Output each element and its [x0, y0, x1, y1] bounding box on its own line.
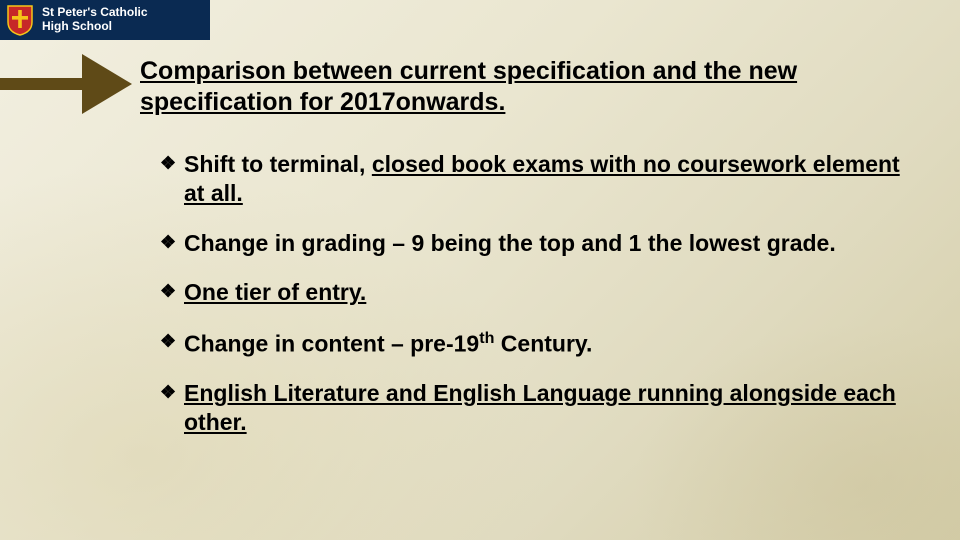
school-name: St Peter's Catholic High School: [42, 6, 148, 34]
list-item: ❖ Shift to terminal, closed book exams w…: [160, 150, 900, 209]
school-name-line1: St Peter's Catholic: [42, 6, 148, 20]
bullet-marker-icon: ❖: [160, 278, 184, 305]
bullet-text: One tier of entry.: [184, 278, 900, 307]
accent-bar: [0, 78, 82, 90]
list-item: ❖ English Literature and English Languag…: [160, 379, 900, 438]
bullet-text-plain: Shift to terminal,: [184, 151, 372, 177]
school-logo-strip: St Peter's Catholic High School: [0, 0, 210, 40]
list-item: ❖ Change in content – pre-19th Century.: [160, 328, 900, 359]
bullet-list: ❖ Shift to terminal, closed book exams w…: [160, 150, 900, 458]
bullet-text-superscript: th: [479, 329, 494, 347]
school-name-line2: High School: [42, 20, 148, 34]
accent-arrow-icon: [82, 54, 132, 114]
bullet-text-underlined: One tier of entry.: [184, 279, 366, 305]
list-item: ❖ One tier of entry.: [160, 278, 900, 307]
bullet-text-plain: Change in grading – 9 being the top and …: [184, 230, 836, 256]
bullet-text-underlined: English Literature and English Language …: [184, 380, 896, 435]
bullet-text: English Literature and English Language …: [184, 379, 900, 438]
bullet-marker-icon: ❖: [160, 379, 184, 406]
bullet-marker-icon: ❖: [160, 328, 184, 355]
bullet-text-plain-suffix: Century.: [494, 330, 592, 356]
school-crest-icon: [6, 4, 34, 36]
bullet-text: Change in content – pre-19th Century.: [184, 328, 900, 359]
list-item: ❖ Change in grading – 9 being the top an…: [160, 229, 900, 258]
bullet-text: Shift to terminal, closed book exams wit…: [184, 150, 900, 209]
bullet-text: Change in grading – 9 being the top and …: [184, 229, 900, 258]
bullet-marker-icon: ❖: [160, 229, 184, 256]
slide-title: Comparison between current specification…: [140, 56, 910, 119]
bullet-text-plain: Change in content – pre-19: [184, 330, 479, 356]
bullet-marker-icon: ❖: [160, 150, 184, 177]
